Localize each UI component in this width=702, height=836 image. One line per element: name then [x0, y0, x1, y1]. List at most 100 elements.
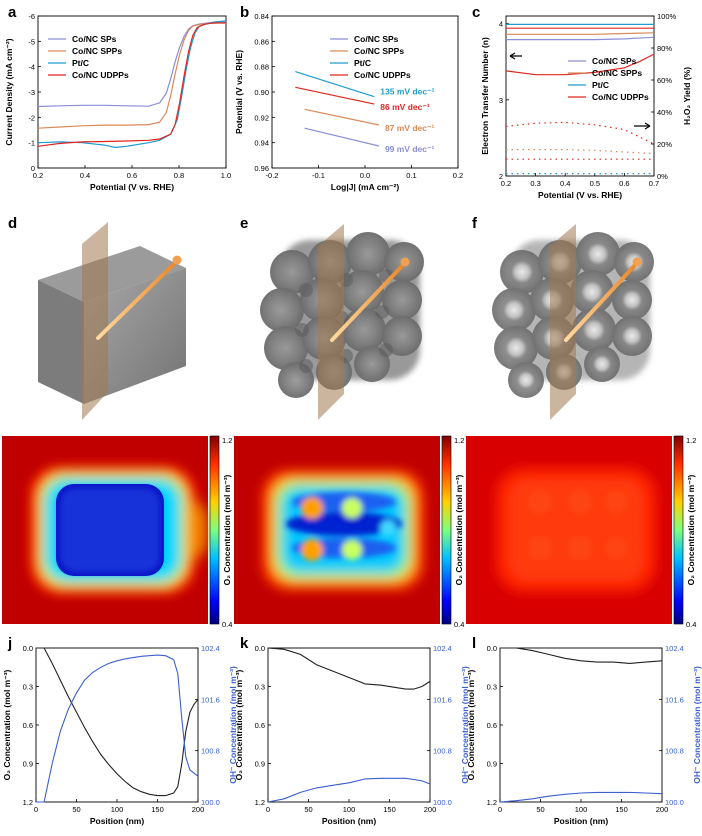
colorbar-g-min: 0.4	[222, 620, 232, 629]
chart-k-y2tick-label: 102.4	[433, 644, 452, 653]
chart-k-xtick-label: 50	[304, 805, 312, 814]
chart-a-ytick-label: -4	[28, 63, 35, 72]
chart-l-xtick-label: 200	[656, 805, 669, 814]
colorbar-i: 1.2 0.4 O₂ Concentration (mol m⁻³)	[673, 435, 696, 629]
chart-l-xlabel: Position (nm)	[554, 816, 608, 826]
chart-j-xtick-label: 200	[192, 805, 205, 814]
chart-a-xtick-label: 0.8	[174, 171, 184, 180]
chart-j-y2tick-label: 102.4	[201, 644, 220, 653]
chart-j-ytick-label: 0.6	[23, 721, 33, 730]
colorbar-h-min: 0.4	[454, 620, 464, 629]
panel-label-e: e	[240, 215, 248, 232]
chart-j: 0 50 100 150 200 1.2 0.9 0.6 0.3 0.0 Position (nm)…	[2, 644, 238, 826]
chart-k-o2-line	[267, 647, 431, 690]
chart-j-ytick-label: 0.0	[23, 644, 33, 653]
chart-a: 0.2 0.4 0.6 0.8 1.0 0 -1 -2 -3 -4 -5 -6 Potential (V…	[4, 12, 231, 192]
chart-l-oh-line	[499, 791, 663, 803]
chart-b-slope-label: 135 mV dec⁻¹	[380, 87, 434, 97]
panel-label-d: d	[8, 215, 17, 232]
panel-label-j: j	[7, 635, 12, 652]
chart-a-series-line	[37, 22, 226, 147]
chart-b-xtick-label: 0.0	[360, 171, 370, 180]
chart-j-xtick-label: 150	[151, 805, 164, 814]
chart-l-ytick-label: 0.0	[487, 644, 497, 653]
chart-k-axes-frame	[267, 647, 431, 803]
chart-a-series-line	[37, 22, 226, 129]
model-f-hollow-porous-structure	[492, 224, 654, 420]
chart-c-y2tick-label: 0%	[657, 172, 668, 181]
chart-b-xtick-label: -0.2	[266, 171, 279, 180]
chart-j-ylabel: O₂ Concentration (mol m⁻³)	[2, 669, 12, 780]
chart-c-xtick-label: 0.3	[530, 179, 540, 188]
chart-c-y2tick-label: 60%	[657, 76, 672, 85]
chart-k-xtick-label: 200	[424, 805, 437, 814]
chart-c-axes-frame	[505, 15, 655, 177]
chart-c-ytick-label: 4	[499, 20, 503, 29]
chart-l-o2-line	[500, 647, 663, 664]
chart-a-xlabel: Potential (V vs. RHE)	[90, 182, 174, 192]
chart-c-n-line	[506, 32, 655, 35]
chart-a-legend-label: Pt/C	[72, 58, 89, 68]
chart-j-oh-line	[36, 654, 199, 803]
chart-b-xtick-label: 0.1	[406, 171, 416, 180]
chart-k-y2tick-label: 100.0	[433, 798, 452, 807]
chart-j-xtick-label: 0	[34, 805, 38, 814]
chart-k-ytick-label: 0.6	[255, 721, 265, 730]
heatmap-i	[466, 436, 672, 624]
chart-k-ytick-label: 1.2	[255, 798, 265, 807]
chart-l-xtick-label: 100	[575, 805, 588, 814]
chart-b-legend-label: Co/NC SPs	[354, 34, 399, 44]
chart-b: -0.2 -0.1 0.0 0.1 0.2 0.96 0.94 0.92 0.90 0.88 0.8…	[234, 12, 463, 192]
colorbar-g: 1.2 0.4 O₂ Concentration (mol m⁻³)	[209, 435, 232, 629]
chart-a-legend-label: Co/NC SPPs	[72, 46, 122, 56]
chart-b-ylabel: Potential (V vs. RHE)	[234, 50, 244, 134]
chart-c-ytick-label: 2	[499, 172, 503, 181]
colorbar-h-label: O₂ Concentration (mol m⁻³)	[454, 474, 464, 585]
chart-c-n-line	[505, 53, 655, 76]
heatmap-h	[234, 436, 440, 624]
panel-label-b: b	[240, 4, 249, 21]
chart-l-axes-frame	[499, 647, 663, 803]
chart-k-xlabel: Position (nm)	[322, 816, 376, 826]
chart-l-xtick-label: 150	[615, 805, 628, 814]
chart-a-legend-label: Co/NC SPs	[72, 34, 117, 44]
chart-c-y2tick-label: 40%	[657, 108, 672, 117]
model-d-solid-cube	[38, 222, 186, 420]
chart-a-xtick-label: 1.0	[221, 171, 231, 180]
colorbar-g-max: 1.2	[222, 436, 232, 445]
colorbar-i-max: 1.2	[686, 436, 696, 445]
chart-c-legend-label: Co/NC SPPs	[592, 68, 642, 78]
chart-b-slope-label: 87 mV dec⁻¹	[385, 123, 435, 133]
chart-c-xtick-label: 0.5	[590, 179, 600, 188]
colorbar-i-label: O₂ Concentration (mol m⁻³)	[686, 474, 696, 585]
chart-j-y2label: OH⁻ Concentration (mol m⁻³)	[228, 666, 238, 784]
chart-c-xlabel: Potential (V vs. RHE)	[538, 190, 622, 200]
chart-k-ylabel: O₂ Concentration (mol m⁻³)	[234, 669, 244, 780]
colorbar-i-min: 0.4	[686, 620, 696, 629]
chart-j-ytick-label: 0.9	[23, 760, 33, 769]
chart-b-ytick-label: 0.86	[254, 37, 269, 46]
chart-l-y2tick-label: 100.8	[665, 747, 684, 756]
chart-a-series-line	[37, 20, 227, 149]
chart-j-xlabel: Position (nm)	[90, 816, 144, 826]
chart-c-y2tick-label: 100%	[657, 12, 677, 21]
chart-a-xtick-label: 0.4	[80, 171, 90, 180]
chart-k-xtick-label: 150	[383, 805, 396, 814]
chart-c-legend-label: Pt/C	[592, 80, 609, 90]
chart-c-y2label: H₂O₂ Yield (%)	[682, 67, 692, 125]
chart-c-ytick-label: 3	[499, 96, 503, 105]
chart-k: 0 50 100 150 200 1.2 0.9 0.6 0.3 0.0 Position (nm)…	[234, 644, 470, 826]
chart-j-y2tick-label: 101.6	[201, 695, 220, 704]
chart-c-xtick-label: 0.4	[560, 179, 570, 188]
chart-b-ytick-label: 0.84	[254, 12, 269, 21]
chart-b-fit-line	[295, 71, 375, 98]
chart-k-y2tick-label: 101.6	[433, 695, 452, 704]
colorbar-h-max: 1.2	[454, 436, 464, 445]
chart-l-y2label: OH⁻ Concentration (mol m⁻³)	[692, 666, 702, 784]
chart-l-ytick-label: 0.9	[487, 760, 497, 769]
chart-a-series-line	[37, 21, 226, 108]
chart-a-legend-label: Co/NC UDPPs	[72, 70, 129, 80]
chart-c-yield-line	[506, 149, 655, 155]
chart-b-ytick-label: 0.92	[254, 113, 269, 122]
chart-a-ytick-label: -1	[28, 139, 35, 148]
